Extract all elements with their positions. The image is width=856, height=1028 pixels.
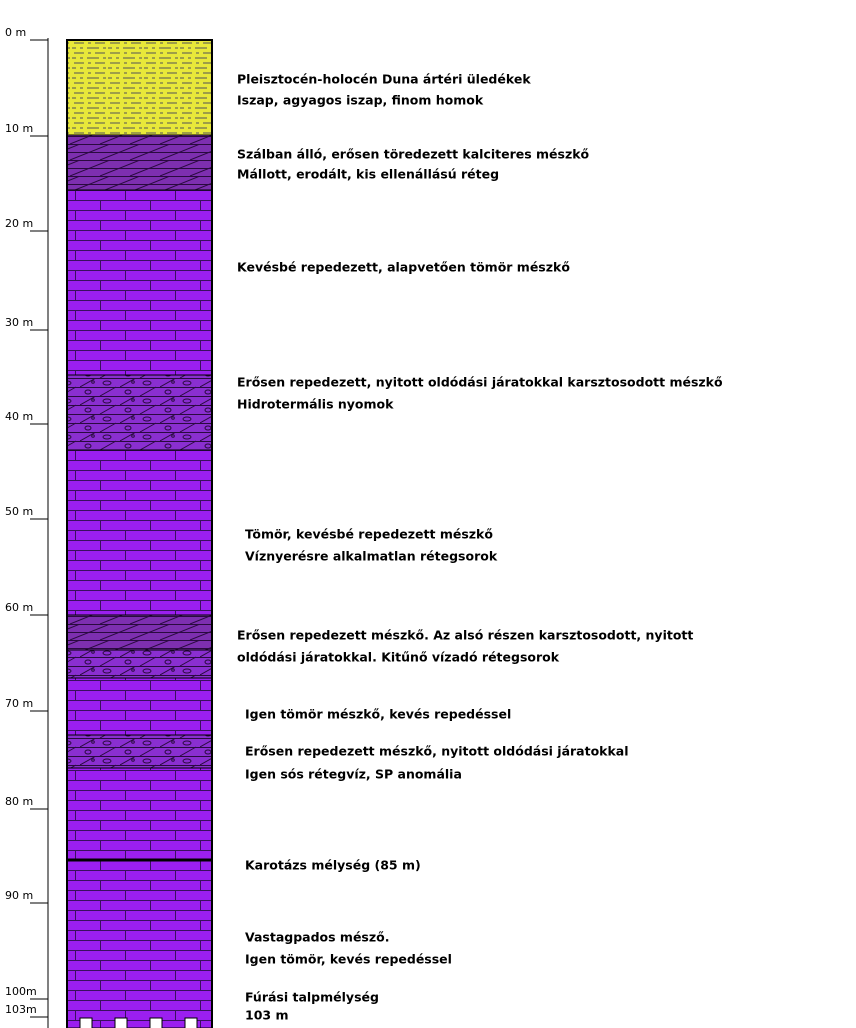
layer	[67, 615, 212, 650]
depth-label: 50 m	[5, 505, 33, 518]
depth-label: 70 m	[5, 697, 33, 710]
layer	[67, 40, 212, 135]
borehole-log: 0 m 10 m 20 m 30 m 40 m 50 m 60 m 70 m 80 m 90 m 1…	[0, 0, 856, 1028]
layer-description: Kevésbé repedezett, alapvetően tömör més…	[237, 260, 570, 275]
layer-description: Iszap, agyagos iszap, finom homok	[237, 93, 484, 108]
layer-description: Erősen repedezett mészkő, nyitott oldódá…	[245, 744, 629, 759]
depth-label: 80 m	[5, 795, 33, 808]
layer-description: Szálban álló, erősen töredezett kalciter…	[237, 147, 590, 162]
layer	[67, 650, 212, 678]
layer-description: Mállott, erodált, kis ellenállású réteg	[237, 167, 499, 182]
depth-label: 40 m	[5, 410, 33, 423]
depth-label: 30 m	[5, 316, 33, 329]
depth-label: 0 m	[5, 26, 26, 39]
depth-label: 20 m	[5, 217, 33, 230]
depth-label: 60 m	[5, 601, 33, 614]
layer-description: Karotázs mélység (85 m)	[245, 858, 421, 873]
bottom-marker	[150, 1018, 162, 1028]
layer-description: Igen tömör, kevés repedéssel	[245, 952, 452, 967]
bottom-marker	[115, 1018, 127, 1028]
layer-description: Tömör, kevésbé repedezett mészkő	[245, 527, 493, 542]
layer	[67, 768, 212, 1028]
depth-label: 103m	[5, 1003, 37, 1016]
layer-description: Fúrási talpmélység	[245, 990, 379, 1005]
depth-label: 10 m	[5, 122, 33, 135]
layer-description: Pleisztocén-holocén Duna ártéri üledékek	[237, 72, 531, 87]
bottom-marker	[185, 1018, 197, 1028]
layer-description: Vastagpados mésző.	[245, 930, 390, 945]
bottom-marker	[80, 1018, 92, 1028]
layer-description: Erősen repedezett mészkő. Az alsó részen…	[237, 628, 693, 643]
layer	[67, 375, 212, 450]
depth-label: 100m	[5, 985, 37, 998]
layer-description: Igen sós rétegvíz, SP anomália	[245, 767, 462, 782]
layer	[67, 135, 212, 190]
depth-label: 90 m	[5, 889, 33, 902]
layer-description: oldódási járatokkal. Kitűnő vízadó réteg…	[237, 650, 560, 665]
layer-description: Igen tömör mészkő, kevés repedéssel	[245, 707, 511, 722]
layer	[67, 735, 212, 768]
layer	[67, 190, 212, 375]
layer-description: 103 m	[245, 1008, 288, 1023]
layer-description: Víznyerésre alkalmatlan rétegsorok	[245, 549, 498, 564]
layer-description: Erősen repedezett, nyitott oldódási jára…	[237, 375, 723, 390]
layer	[67, 678, 212, 735]
layer	[67, 450, 212, 615]
layer-description: Hidrotermális nyomok	[237, 397, 394, 412]
